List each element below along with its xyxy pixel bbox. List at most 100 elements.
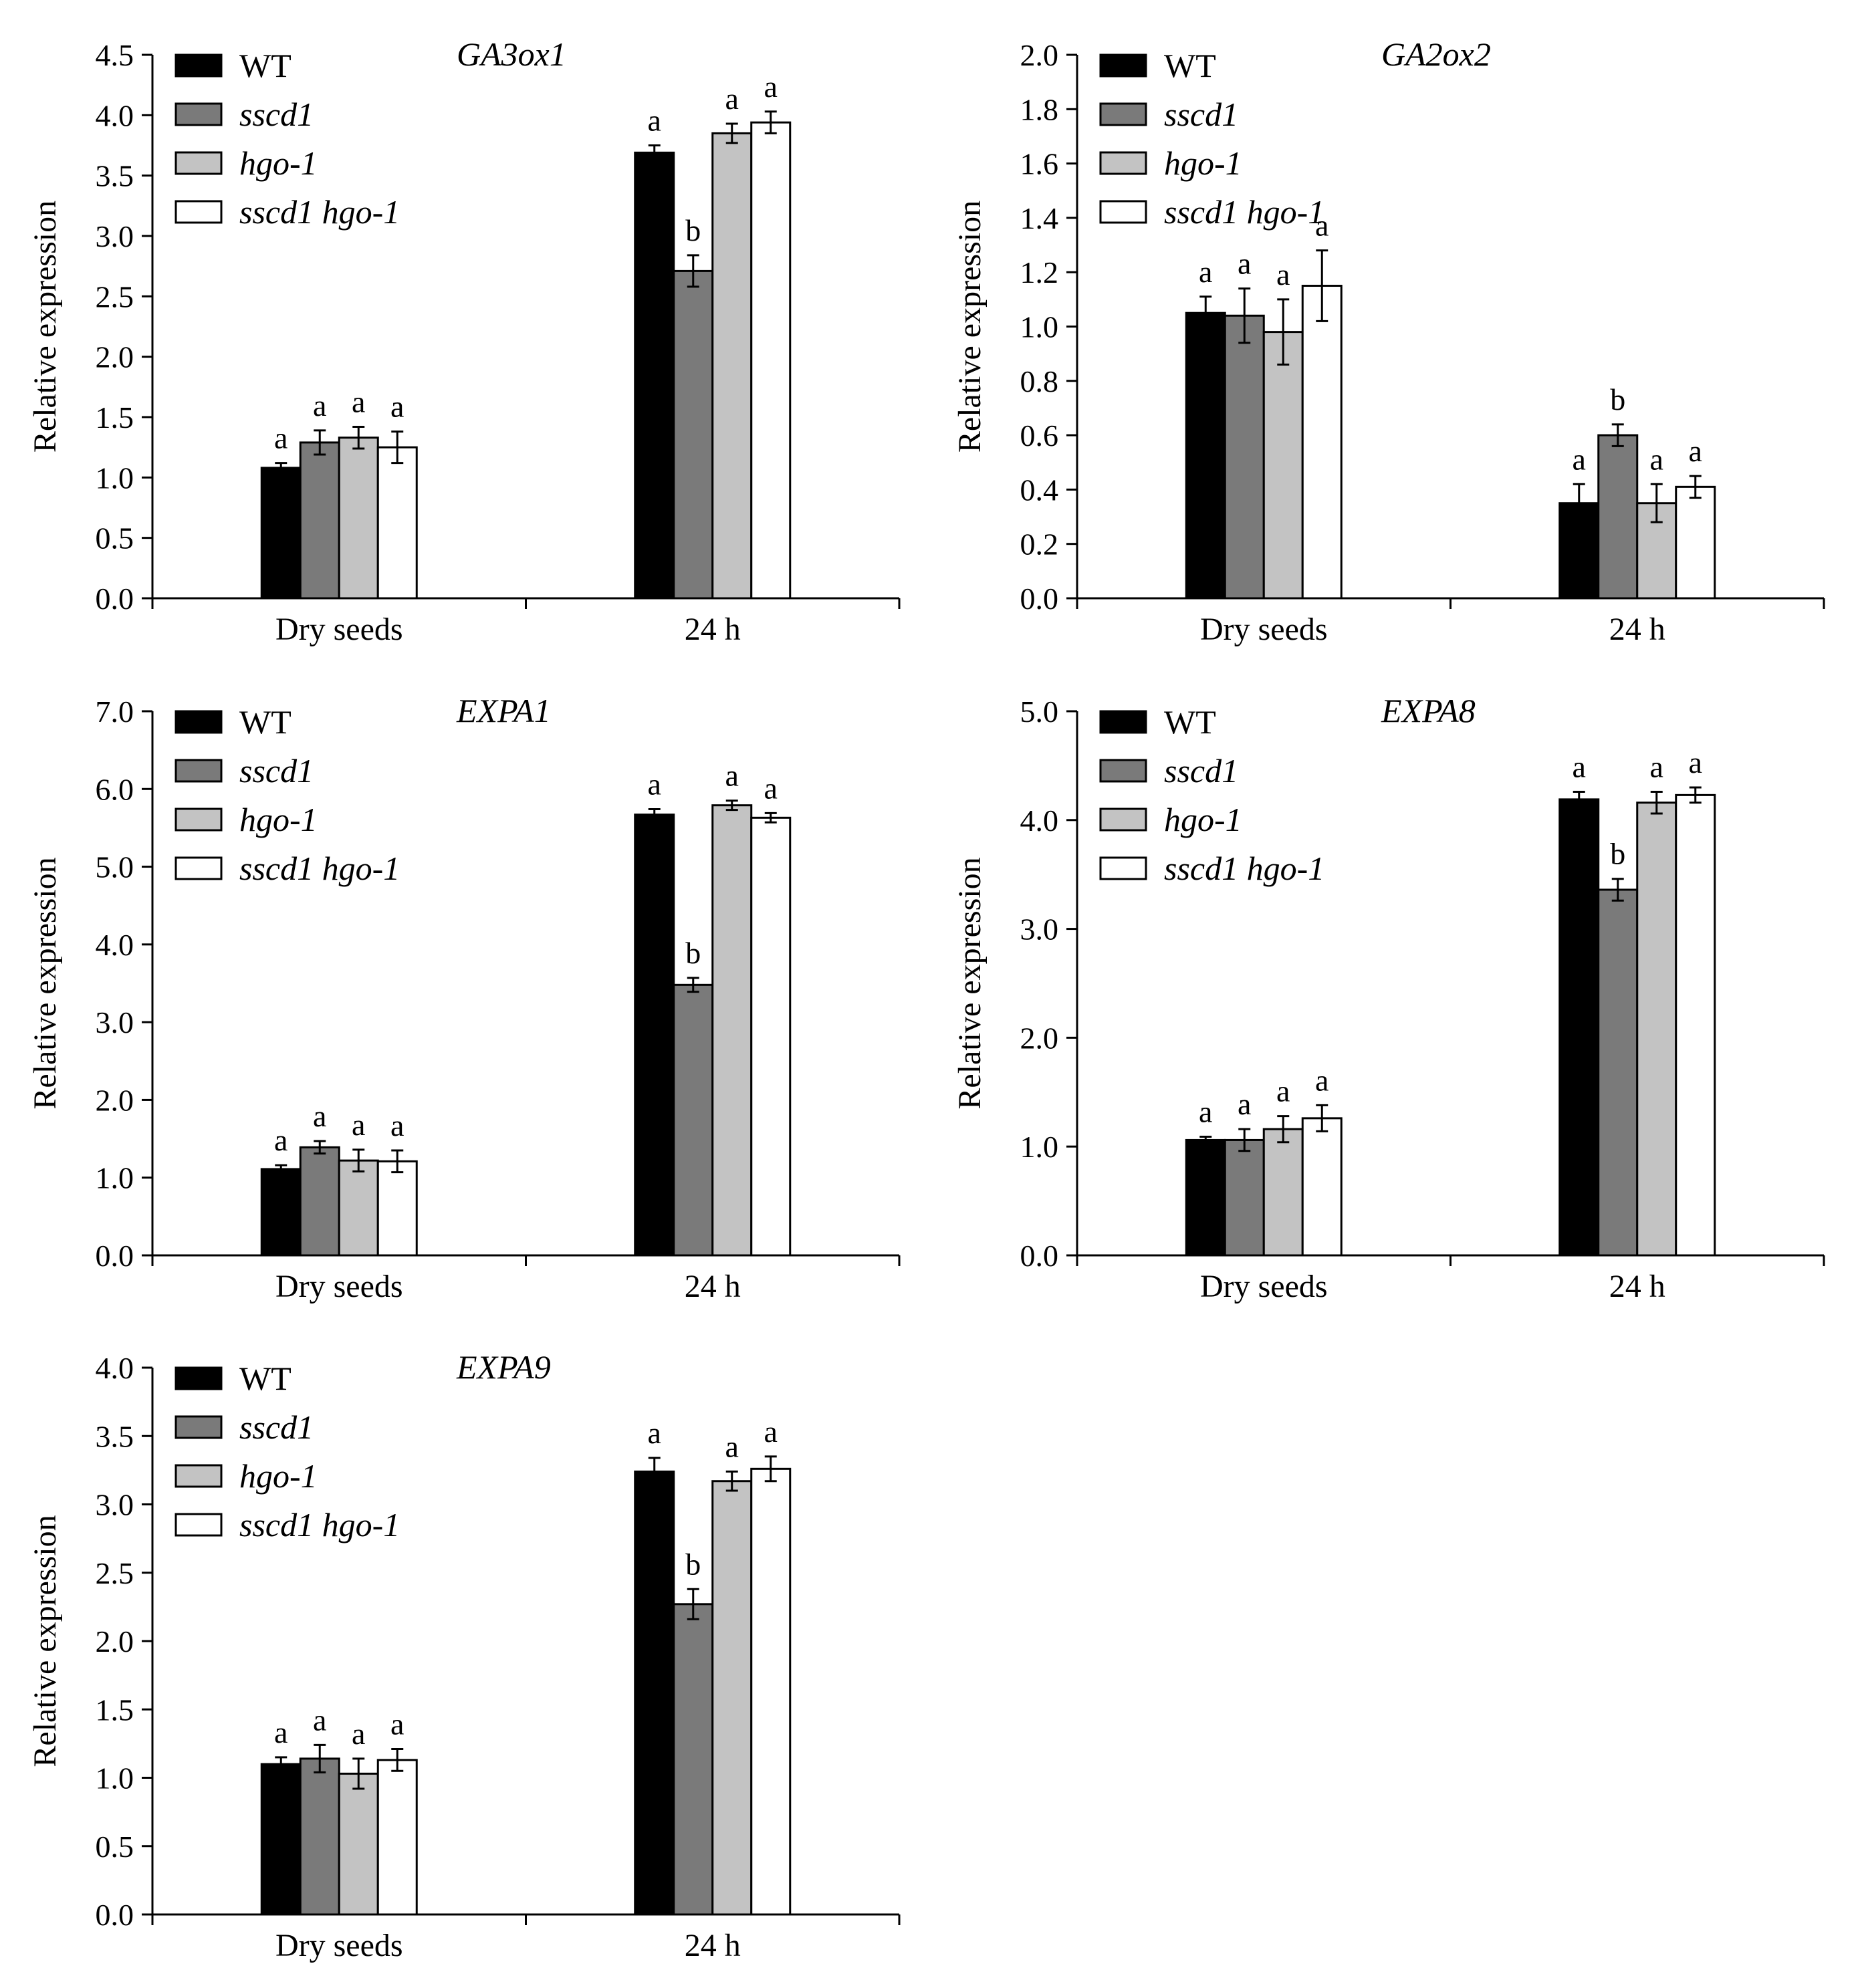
- legend-label: sscd1 hgo-1: [239, 1506, 400, 1543]
- bar-sscd1-0: [1224, 314, 1265, 600]
- y-tick-label: 2.5: [96, 1556, 134, 1590]
- error-bar: [1277, 1115, 1290, 1144]
- y-tick-label: 3.0: [1020, 912, 1059, 947]
- significance-letter: a: [274, 1123, 287, 1157]
- y-tick-label: 3.5: [96, 159, 134, 193]
- legend-swatch: [1099, 53, 1147, 78]
- x-category-label: Dry seeds: [275, 1269, 403, 1304]
- y-tick-label: 1.0: [1020, 310, 1059, 344]
- bar-sscd1-0: [1224, 1138, 1265, 1257]
- y-tick-label: 0.5: [96, 1830, 134, 1864]
- axes: [1066, 53, 1825, 609]
- bar-sscd1-1: [1597, 434, 1639, 600]
- axes: [142, 53, 901, 609]
- error-bar: [1277, 298, 1290, 366]
- significance-letter: b: [1610, 837, 1625, 871]
- legend-label: hgo-1: [1164, 144, 1242, 182]
- legend-label: hgo-1: [239, 1457, 318, 1495]
- bar-sscd1-1: [673, 1603, 714, 1916]
- significance-letter: a: [725, 1429, 739, 1463]
- y-tick-label: 0.0: [96, 582, 134, 616]
- bar-sscd1-hgo-1-1: [750, 1467, 792, 1916]
- significance-letter: a: [764, 70, 778, 104]
- legend: WT sscd1 hgo-1 sscd1 hgo-1: [175, 1360, 400, 1543]
- legend-swatch: [1099, 856, 1147, 880]
- error-bar: [648, 144, 661, 161]
- significance-letter: a: [648, 1416, 661, 1450]
- bar-sscd1-hgo-1-1: [1675, 485, 1716, 600]
- error-bar: [275, 1164, 287, 1174]
- chart-title: GA3ox1: [457, 35, 566, 73]
- bar-hgo-1-1: [711, 804, 753, 1257]
- error-bar: [687, 254, 699, 288]
- axes: [1066, 710, 1825, 1266]
- bar-hgo-1-1: [711, 1480, 753, 1916]
- bar-sscd1-1: [1597, 888, 1639, 1257]
- y-tick-label: 4.0: [96, 1351, 134, 1385]
- significance-letter: a: [1238, 1087, 1251, 1121]
- legend-label: sscd1: [239, 752, 314, 789]
- legend-label: WT: [239, 47, 292, 84]
- bar-WT-1: [634, 151, 675, 600]
- y-tick-label: 0.6: [1020, 418, 1059, 453]
- legend-label: sscd1 hgo-1: [239, 850, 400, 887]
- bar-sscd1-hgo-1-0: [376, 1160, 418, 1257]
- error-bar: [314, 429, 326, 456]
- bar-hgo-1-0: [1262, 1128, 1304, 1257]
- y-axis-label: Relative expression: [952, 201, 988, 453]
- bar-hgo-1-1: [711, 132, 753, 600]
- x-category-label: 24 h: [1609, 1269, 1665, 1304]
- significance-letter: a: [390, 1108, 404, 1142]
- significance-letter: b: [685, 213, 701, 247]
- y-tick-label: 1.0: [96, 461, 134, 495]
- legend-swatch: [175, 1366, 223, 1390]
- legend-label: WT: [1164, 703, 1216, 741]
- legend-label: sscd1 hgo-1: [239, 193, 400, 231]
- legend-swatch: [175, 807, 223, 832]
- y-tick-label: 5.0: [96, 850, 134, 884]
- bar-WT-0: [260, 1168, 302, 1257]
- bar-sscd1-hgo-1-1: [750, 816, 792, 1257]
- error-bar: [1650, 483, 1663, 523]
- y-tick-label: 1.2: [1020, 255, 1059, 289]
- significance-letter: a: [274, 421, 287, 455]
- bar-sscd1-hgo-1-1: [1675, 793, 1716, 1257]
- bar-sscd1-hgo-1-0: [1301, 285, 1343, 600]
- y-tick-label: 1.0: [96, 1161, 134, 1195]
- error-bar: [314, 1743, 326, 1773]
- y-tick-label: 0.0: [1020, 1239, 1059, 1273]
- legend-label: sscd1: [1164, 96, 1238, 133]
- error-bar: [314, 1140, 326, 1155]
- y-tick-label: 0.0: [1020, 582, 1059, 616]
- legend-label: sscd1: [239, 1408, 314, 1446]
- error-bar: [1238, 1128, 1251, 1152]
- legend-swatch: [1099, 102, 1147, 126]
- y-tick-label: 3.0: [96, 1005, 134, 1039]
- axes: [142, 1366, 901, 1925]
- significance-letter: a: [352, 1108, 365, 1142]
- significance-letter: a: [313, 388, 326, 422]
- bar-WT-1: [634, 1470, 675, 1916]
- legend-swatch: [175, 151, 223, 175]
- legend-swatch: [175, 759, 223, 783]
- significance-letter: a: [648, 767, 661, 801]
- legend-label: sscd1 hgo-1: [1164, 193, 1324, 231]
- y-tick-label: 1.5: [96, 1693, 134, 1727]
- legend-swatch: [175, 53, 223, 78]
- y-tick-label: 4.5: [96, 38, 134, 72]
- legend-label: WT: [1164, 47, 1216, 84]
- y-tick-label: 2.0: [96, 1624, 134, 1658]
- bar-WT-0: [1185, 312, 1226, 600]
- x-category-label: Dry seeds: [275, 612, 403, 647]
- significance-letter: a: [1199, 255, 1212, 289]
- legend-label: hgo-1: [239, 144, 318, 182]
- significance-letter: a: [1238, 247, 1251, 281]
- x-category-label: 24 h: [685, 612, 741, 647]
- error-bar: [1199, 295, 1212, 331]
- y-tick-label: 3.0: [96, 1488, 134, 1522]
- significance-letter: a: [1650, 749, 1663, 783]
- significance-letter: a: [1573, 442, 1586, 476]
- significance-letter: a: [274, 1715, 287, 1749]
